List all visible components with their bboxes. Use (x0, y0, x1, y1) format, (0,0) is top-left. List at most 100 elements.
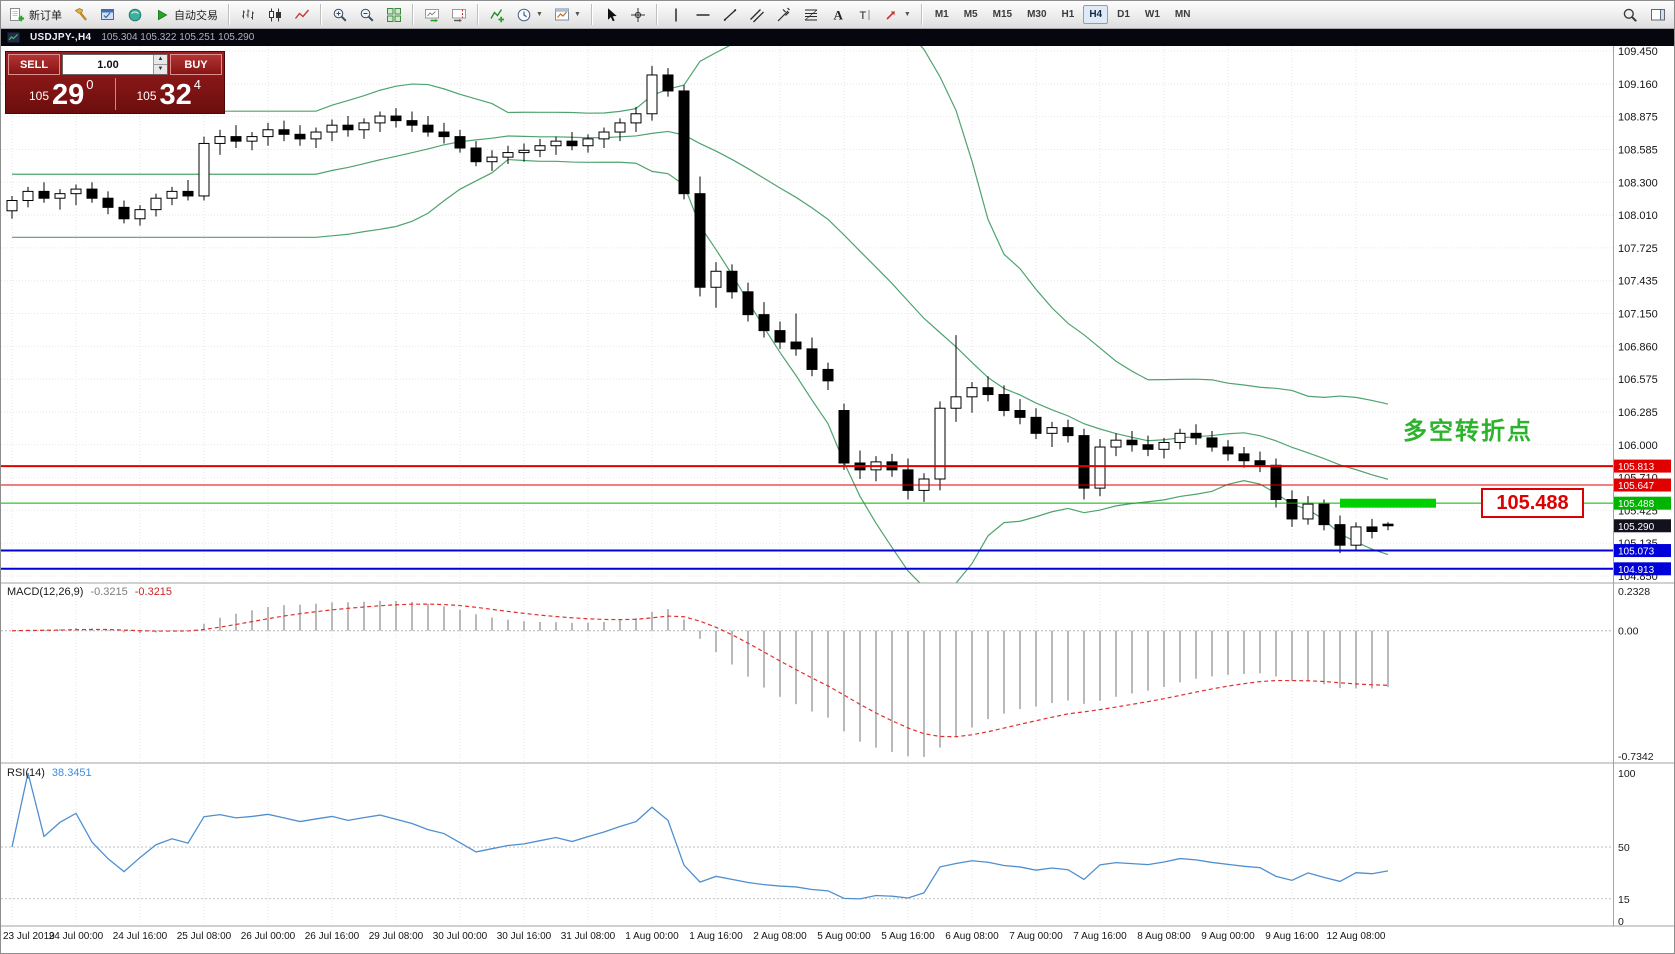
macd-signal-line (11, 603, 1389, 738)
channel-button[interactable] (744, 3, 770, 27)
templates-button[interactable]: ▼ (549, 3, 586, 27)
time-axis-label: 9 Aug 00:00 (1201, 931, 1255, 942)
symbol-search-button[interactable] (1617, 3, 1643, 27)
rsi-line (11, 772, 1389, 900)
svg-text:50: 50 (1618, 842, 1630, 854)
chart-grid (1, 46, 1613, 926)
toolbar-separator (320, 4, 322, 25)
buy-button[interactable]: BUY (170, 54, 222, 75)
price-axis-label: 108.300 (1618, 177, 1658, 189)
svg-text:0.00: 0.00 (1618, 626, 1639, 638)
timeframe-h4-button[interactable]: H4 (1083, 5, 1109, 24)
time-axis-label: 23 Jul 2019 (3, 931, 55, 942)
chart-panels-button[interactable] (1645, 3, 1671, 27)
text-tool-button[interactable]: A (825, 3, 851, 27)
chart-objects[interactable] (1, 465, 1613, 570)
one-click-trading-panel: SELL 1.00 ▲ ▼ BUY 105 29 0 105 32 4 (5, 51, 225, 114)
autotrading-button[interactable]: 自动交易 (149, 3, 223, 27)
macd-histogram (27, 600, 1389, 757)
new-order-icon (10, 7, 24, 21)
price-axis-label: 106.860 (1618, 341, 1658, 353)
timeframe-m1-button[interactable]: M1 (934, 9, 949, 20)
play-icon (158, 9, 168, 20)
svg-text:105.813: 105.813 (1618, 462, 1655, 473)
vertical-line-button[interactable] (663, 3, 689, 27)
price-axis[interactable]: 0.2328 0.00 -0.7342 100 50 15 0 109.450 109.160 1… (1614, 46, 1671, 928)
volume-spinner: ▲ ▼ (153, 55, 167, 74)
buy-price-figure: 105 (136, 89, 157, 103)
svg-text:105.647: 105.647 (1618, 481, 1655, 492)
turning-point-highlight[interactable] (1340, 498, 1436, 508)
time-axis-label: 31 Jul 08:00 (561, 931, 616, 942)
time-axis-label: 7 Aug 16:00 (1073, 931, 1127, 942)
sell-button[interactable]: SELL (8, 54, 60, 75)
timeframe-h1-button[interactable]: H1 (1061, 9, 1075, 20)
toolbar-separator (590, 4, 593, 25)
time-axis-label: 25 Jul 08:00 (177, 931, 232, 942)
timeframe-w1-button[interactable]: W1 (1144, 9, 1160, 20)
chart-shift-button[interactable] (446, 3, 472, 27)
autoscroll-icon (425, 8, 439, 22)
text-tool-icon: A (833, 7, 843, 22)
sell-price-figure: 105 (28, 89, 50, 103)
volume-up-button[interactable]: ▲ (154, 55, 167, 65)
time-axis-label: 26 Jul 16:00 (305, 931, 360, 942)
chart-canvas[interactable]: 0.2328 0.00 -0.7342 100 50 15 0 109.450 109.160 1… (1, 29, 1675, 954)
indicators-icon (490, 8, 504, 22)
time-axis-label: 2 Aug 08:00 (753, 931, 807, 942)
annotation-price-callout: 105.488 (1481, 488, 1584, 518)
cursor-button[interactable] (598, 3, 624, 27)
pitchfork-button[interactable] (771, 3, 797, 27)
candles-icon (269, 8, 281, 21)
trade-panel-controls: SELL 1.00 ▲ ▼ BUY (8, 54, 222, 75)
price-axis-label: 107.435 (1618, 276, 1658, 288)
trendline-button[interactable] (717, 3, 743, 27)
svg-text:15: 15 (1618, 894, 1630, 906)
buy-price-pips: 32 (159, 79, 192, 112)
horizontal-line-button[interactable] (690, 3, 716, 27)
svg-text:100: 100 (1618, 768, 1636, 780)
toolbar-separator (655, 4, 658, 25)
volume-down-button[interactable]: ▼ (154, 65, 167, 74)
buy-price[interactable]: 105 32 4 (116, 77, 223, 111)
bar-chart-mode-button[interactable] (235, 3, 261, 27)
price-tag: 105.290 (1614, 519, 1671, 533)
timeframe-m5-button[interactable]: M5 (963, 9, 978, 20)
timeframe-m15-button[interactable]: M15 (992, 9, 1013, 20)
svg-text:0.2328: 0.2328 (1618, 586, 1650, 598)
zoom-in-icon (333, 8, 347, 22)
timeframe-mn-button[interactable]: MN (1174, 9, 1191, 20)
indicators-button[interactable] (484, 3, 510, 27)
crosshair-button[interactable] (625, 3, 651, 27)
dropdown-caret-icon: ▼ (903, 11, 911, 18)
metaeditor-button[interactable] (95, 3, 121, 27)
price-tag: 105.073 (1614, 544, 1671, 558)
annotation-turning-point: 多空转折点 (1403, 418, 1533, 445)
chart-title-bar: USDJPY-,H4 105.304 105.322 105.251 105.2… (1, 29, 1674, 46)
toolbar-right-group (1617, 3, 1671, 27)
new-order-button[interactable]: 新订单 (4, 3, 67, 27)
price-axis-label: 106.575 (1618, 374, 1658, 386)
timeframe-d1-button[interactable]: D1 (1117, 9, 1130, 20)
fibonacci-icon (804, 9, 818, 20)
auto-scroll-button[interactable] (419, 3, 445, 27)
timeframe-m30-button[interactable]: M30 (1027, 9, 1047, 20)
pitchfork-icon (777, 7, 790, 21)
zoom-out-button[interactable] (354, 3, 380, 27)
fibonacci-button[interactable] (798, 3, 824, 27)
line-chart-mode-button[interactable] (289, 3, 315, 27)
new-order-button-label: 新订单 (29, 9, 62, 22)
volume-stepper[interactable]: 1.00 ▲ ▼ (62, 54, 168, 75)
candle-chart-mode-button[interactable] (262, 3, 288, 27)
arrows-tool-button[interactable]: ▼ (879, 3, 916, 27)
periods-button[interactable]: ▼ (511, 3, 548, 27)
tile-windows-button[interactable] (381, 3, 407, 27)
zoom-in-button[interactable] (327, 3, 353, 27)
label-tool-button[interactable]: T (852, 3, 878, 27)
sell-price-pips: 29 (52, 79, 85, 112)
tools-button[interactable] (68, 3, 94, 27)
sell-price[interactable]: 105 29 0 (8, 77, 115, 111)
time-axis-label: 5 Aug 00:00 (817, 931, 871, 942)
navigator-button[interactable] (122, 3, 148, 27)
